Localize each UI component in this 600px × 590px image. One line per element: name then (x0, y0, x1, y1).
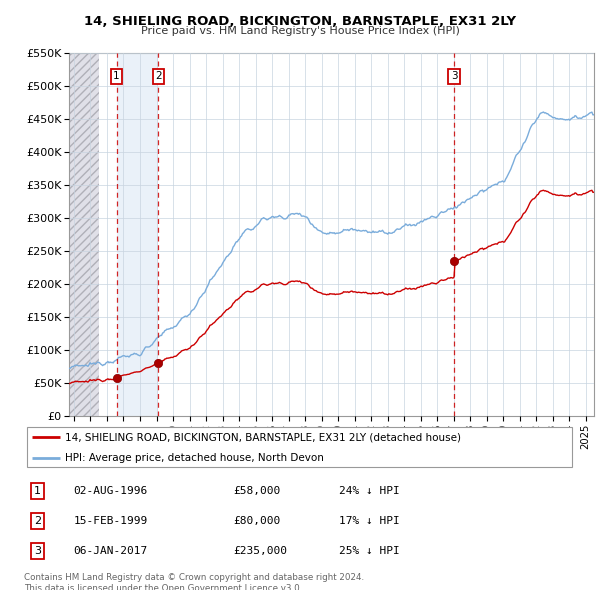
Text: 1: 1 (113, 71, 120, 81)
Text: Contains HM Land Registry data © Crown copyright and database right 2024.
This d: Contains HM Land Registry data © Crown c… (24, 573, 364, 590)
Text: 15-FEB-1999: 15-FEB-1999 (74, 516, 148, 526)
Bar (69, 53, 99, 416)
Text: 2: 2 (155, 71, 162, 81)
Bar (116, 53, 158, 416)
Text: 17% ↓ HPI: 17% ↓ HPI (338, 516, 400, 526)
Text: £58,000: £58,000 (234, 486, 281, 496)
Text: 14, SHIELING ROAD, BICKINGTON, BARNSTAPLE, EX31 2LY (detached house): 14, SHIELING ROAD, BICKINGTON, BARNSTAPL… (65, 432, 461, 442)
Text: £80,000: £80,000 (234, 516, 281, 526)
Text: 3: 3 (451, 71, 457, 81)
Text: Price paid vs. HM Land Registry's House Price Index (HPI): Price paid vs. HM Land Registry's House … (140, 26, 460, 36)
Text: 02-AUG-1996: 02-AUG-1996 (74, 486, 148, 496)
FancyBboxPatch shape (27, 427, 572, 467)
Text: 25% ↓ HPI: 25% ↓ HPI (338, 546, 400, 556)
Text: £235,000: £235,000 (234, 546, 288, 556)
Text: 3: 3 (34, 546, 41, 556)
Text: 1: 1 (34, 486, 41, 496)
Text: 06-JAN-2017: 06-JAN-2017 (74, 546, 148, 556)
Text: 24% ↓ HPI: 24% ↓ HPI (338, 486, 400, 496)
Text: HPI: Average price, detached house, North Devon: HPI: Average price, detached house, Nort… (65, 453, 324, 463)
Text: 14, SHIELING ROAD, BICKINGTON, BARNSTAPLE, EX31 2LY: 14, SHIELING ROAD, BICKINGTON, BARNSTAPL… (84, 15, 516, 28)
Text: 2: 2 (34, 516, 41, 526)
